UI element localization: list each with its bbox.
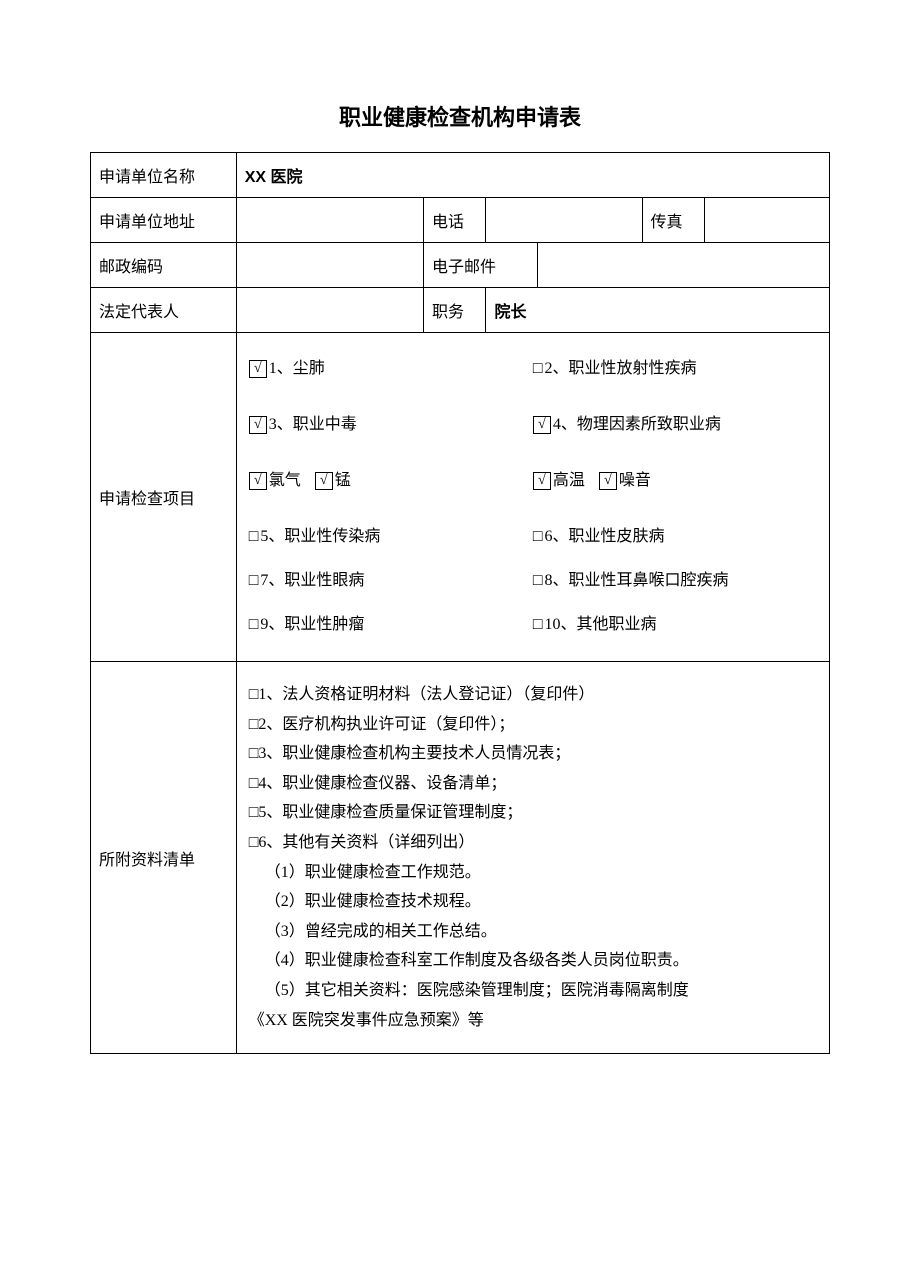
check-item-label: 1、尘肺	[269, 353, 325, 385]
check-item-label: 6、职业性皮肤病	[545, 521, 665, 553]
legal-rep-label: 法定代表人	[91, 288, 237, 333]
check-sub-label: 高温	[553, 465, 585, 497]
attach-subline: （4）职业健康检查科室工作制度及各级各类人员岗位职责。	[249, 946, 817, 976]
check-sub-label: 噪音	[619, 465, 651, 497]
checkbox-empty-icon: □	[249, 609, 259, 641]
attach-subline: （5）其它相关资料：医院感染管理制度；医院消毒隔离制度	[249, 976, 817, 1006]
check-items-cell: √ 1、尘肺 □ 2、职业性放射性疾病 √ 3、职业中毒 √ 4、物理因素所致职…	[236, 333, 829, 662]
check-icon: √	[533, 472, 551, 490]
attach-line: □3、职业健康检查机构主要技术人员情况表；	[249, 739, 817, 769]
attach-subline: （3）曾经完成的相关工作总结。	[249, 917, 817, 947]
attach-line: □4、职业健康检查仪器、设备清单；	[249, 769, 817, 799]
checkbox-empty-icon: □	[533, 521, 543, 553]
org-addr-value	[236, 198, 423, 243]
zip-label: 邮政编码	[91, 243, 237, 288]
attach-list-label: 所附资料清单	[91, 662, 237, 1054]
attach-list-cell: □1、法人资格证明材料（法人登记证）（复印件） □2、医疗机构执业许可证（复印件…	[236, 662, 829, 1054]
org-name-value: XX 医院	[236, 153, 829, 198]
check-items-label: 申请检查项目	[91, 333, 237, 662]
check-icon: √	[533, 416, 551, 434]
check-item-label: 8、职业性耳鼻喉口腔疾病	[545, 565, 729, 597]
page-title: 职业健康检查机构申请表	[90, 100, 830, 132]
check-item-label: 5、职业性传染病	[260, 521, 380, 553]
attach-subline: （2）职业健康检查技术规程。	[249, 887, 817, 917]
check-icon: √	[315, 472, 333, 490]
check-icon: √	[249, 416, 267, 434]
attach-line: □6、其他有关资料（详细列出）	[249, 828, 817, 858]
check-item-label: 4、物理因素所致职业病	[553, 409, 721, 441]
phone-value	[486, 198, 642, 243]
check-item-label: 9、职业性肿瘤	[260, 609, 364, 641]
check-item-label: 10、其他职业病	[545, 609, 657, 641]
check-item-label: 2、职业性放射性疾病	[545, 353, 697, 385]
checkbox-empty-icon: □	[249, 565, 259, 597]
check-sub-label: 锰	[335, 465, 351, 497]
position-label: 职务	[424, 288, 486, 333]
org-name-label: 申请单位名称	[91, 153, 237, 198]
position-value: 院长	[486, 288, 830, 333]
email-value	[538, 243, 830, 288]
attach-line: □2、医疗机构执业许可证（复印件）；	[249, 710, 817, 740]
org-addr-label: 申请单位地址	[91, 198, 237, 243]
check-item-label: 3、职业中毒	[269, 409, 357, 441]
check-sub-label: 氯气	[269, 465, 301, 497]
attach-subline: （1）职业健康检查工作规范。	[249, 858, 817, 888]
attach-line: □1、法人资格证明材料（法人登记证）（复印件）	[249, 680, 817, 710]
fax-value	[704, 198, 829, 243]
fax-label: 传真	[642, 198, 704, 243]
check-item-label: 7、职业性眼病	[260, 565, 364, 597]
legal-rep-value	[236, 288, 423, 333]
application-form-table: 申请单位名称 XX 医院 申请单位地址 电话 传真 邮政编码 电子邮件 法定代表…	[90, 152, 830, 1054]
zip-value	[236, 243, 423, 288]
phone-label: 电话	[424, 198, 486, 243]
attach-subline: 《XX 医院突发事件应急预案》等	[249, 1006, 817, 1036]
checkbox-empty-icon: □	[533, 609, 543, 641]
checkbox-empty-icon: □	[249, 521, 259, 553]
checkbox-empty-icon: □	[533, 353, 543, 385]
email-label: 电子邮件	[424, 243, 538, 288]
checkbox-empty-icon: □	[533, 565, 543, 597]
check-icon: √	[249, 472, 267, 490]
attach-line: □5、职业健康检查质量保证管理制度；	[249, 798, 817, 828]
check-icon: √	[249, 360, 267, 378]
check-icon: √	[599, 472, 617, 490]
